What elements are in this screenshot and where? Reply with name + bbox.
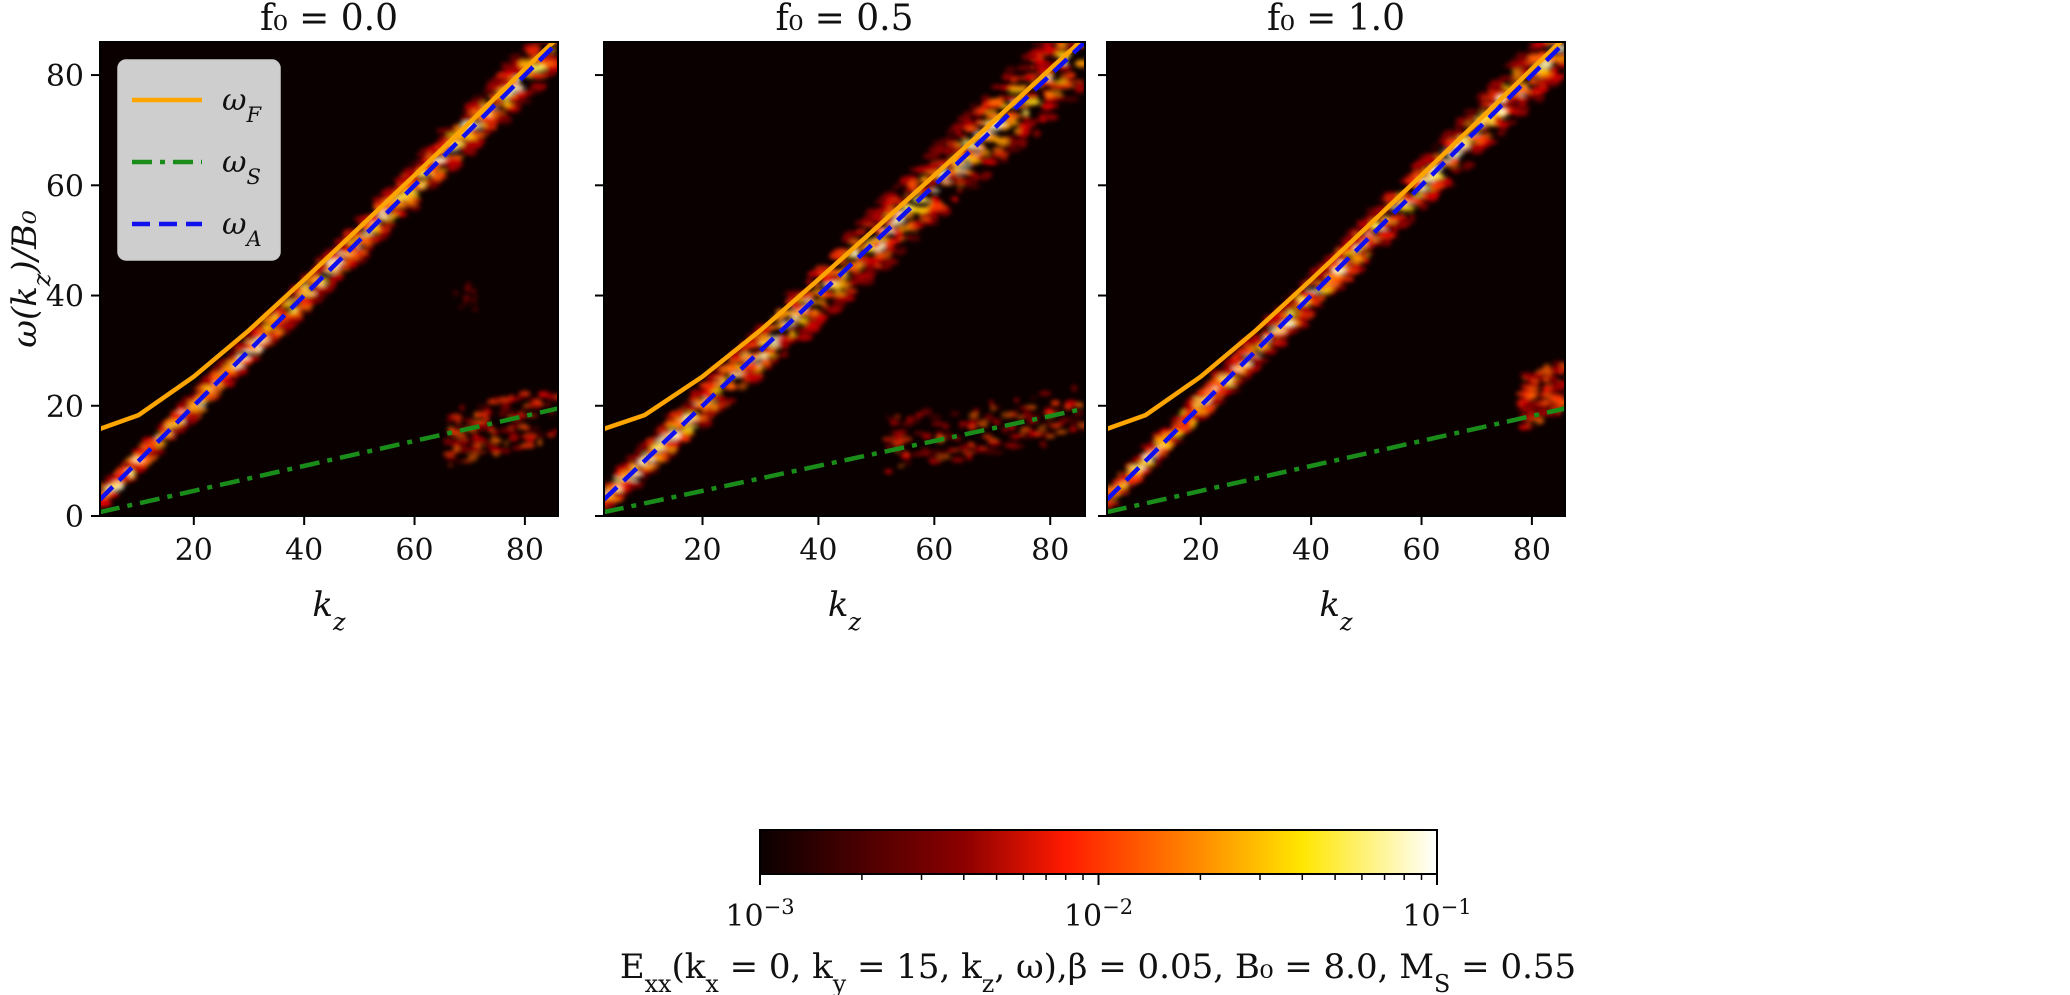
plot-frame bbox=[99, 41, 559, 517]
x-tick-label: 20 bbox=[683, 533, 721, 568]
series-line-ω-S bbox=[100, 406, 558, 515]
dispersion-curves bbox=[604, 42, 1085, 515]
panel-title: f₀ = 1.0 bbox=[1267, 0, 1405, 39]
panel-title: f₀ = 0.5 bbox=[775, 0, 913, 39]
dispersion-curves bbox=[100, 42, 558, 515]
colorbar-label: Exx(kx = 0, ky = 15, kz, ω),β = 0.05, B₀… bbox=[620, 947, 1576, 995]
y-tick-label: 80 bbox=[46, 59, 84, 94]
dispersion-curves bbox=[1107, 42, 1565, 515]
panel-2: 20 40 60 80 f₀ = 0.5 kz bbox=[595, 0, 1086, 636]
legend-label: ωA bbox=[222, 207, 262, 251]
x-tick-label: 60 bbox=[915, 533, 953, 568]
x-tick-label: 60 bbox=[395, 533, 433, 568]
x-tick-label: 40 bbox=[799, 533, 837, 568]
legend-box bbox=[117, 59, 281, 261]
plot-frame bbox=[1106, 41, 1566, 517]
y-tick-label: 0 bbox=[65, 500, 84, 535]
legend: ωF ωS ωA bbox=[117, 59, 281, 261]
x-tick-label: 80 bbox=[1031, 533, 1069, 568]
colorbar-tick-label: 10−3 bbox=[725, 895, 794, 934]
x-axis-label: kz bbox=[1319, 585, 1353, 636]
x-axis-label: kz bbox=[312, 585, 346, 636]
legend-label: ωF bbox=[222, 83, 262, 127]
x-tick-label: 40 bbox=[1292, 533, 1330, 568]
x-tick-label: 40 bbox=[285, 533, 323, 568]
colorbar: 10−3 10−2 10−1 Exx(kx = 0, ky = 15, kz, ω)… bbox=[620, 829, 1576, 995]
y-tick-label: 60 bbox=[46, 169, 84, 204]
y-axis-label: ω(kz)/B₀ bbox=[5, 210, 56, 348]
legend-label: ωS bbox=[222, 145, 261, 189]
plot-frame bbox=[603, 41, 1086, 517]
series-line-ω-S bbox=[1107, 406, 1565, 515]
colorbar-tick-label: 10−1 bbox=[1402, 895, 1471, 934]
series-line-ω-F bbox=[1107, 42, 1564, 432]
y-tick-label: 40 bbox=[46, 280, 84, 315]
colorbar-gradient bbox=[759, 829, 1438, 875]
panel-title: f₀ = 0.0 bbox=[260, 0, 398, 39]
colorbar-tick-label: 10−2 bbox=[1064, 895, 1133, 934]
x-tick-label: 80 bbox=[1513, 533, 1551, 568]
x-tick-label: 20 bbox=[1182, 533, 1220, 568]
x-tick-label: 60 bbox=[1402, 533, 1440, 568]
series-line-ω-A bbox=[604, 42, 1085, 502]
x-axis-label: kz bbox=[828, 585, 862, 636]
x-tick-label: 20 bbox=[175, 533, 213, 568]
series-line-ω-F bbox=[100, 42, 557, 432]
colorbar-ticks: 10−3 10−2 10−1 bbox=[725, 874, 1472, 934]
series-line-ω-F bbox=[604, 42, 1084, 432]
series-line-ω-S bbox=[604, 406, 1085, 515]
y-tick-label: 20 bbox=[46, 390, 84, 425]
panel-3: 20 40 60 80 f₀ = 1.0 kz bbox=[1098, 0, 1566, 636]
x-tick-label: 80 bbox=[506, 533, 544, 568]
